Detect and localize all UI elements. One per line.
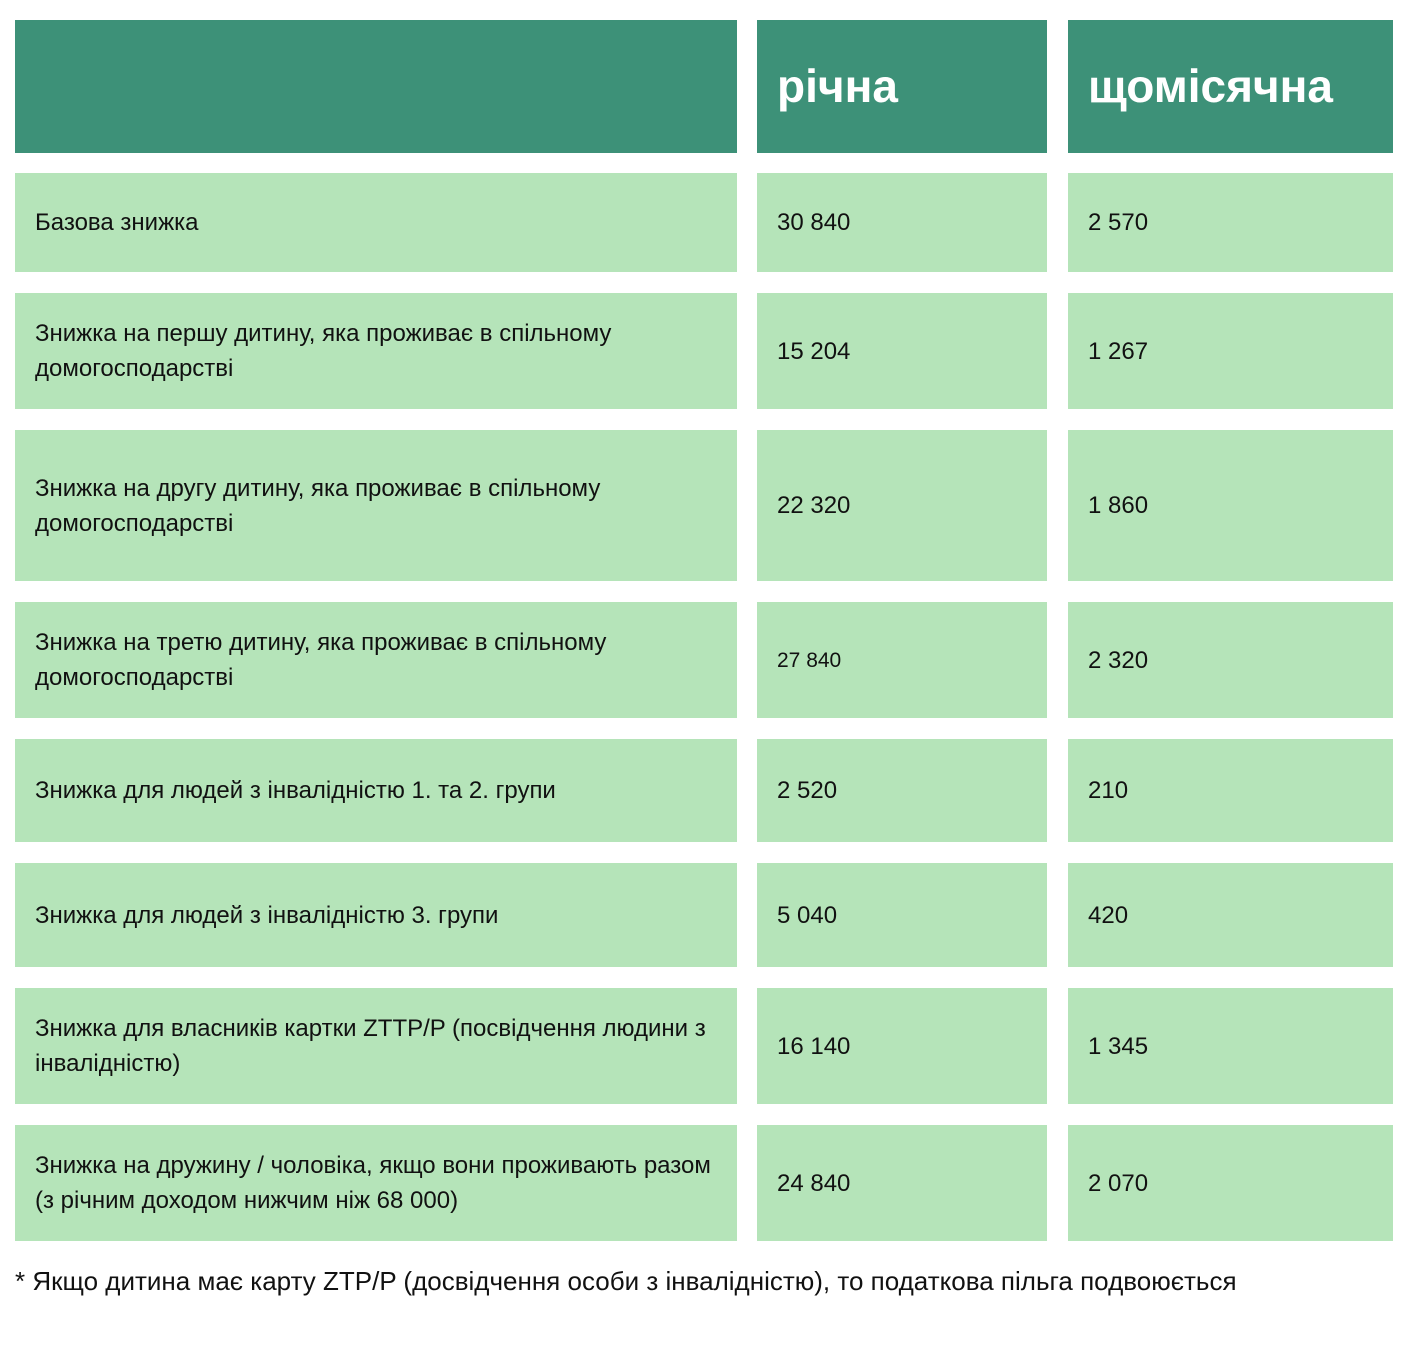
row-label: Знижка на першу дитину, яка проживає в с… (15, 293, 737, 409)
row-monthly: 210 (1068, 739, 1393, 842)
row-annual: 22 320 (757, 430, 1047, 581)
footnote: * Якщо дитина має карту ZTP/P (досвідчен… (15, 1266, 1237, 1296)
row-label: Знижка на третю дитину, яка проживає в с… (15, 602, 737, 718)
row-monthly: 2 570 (1068, 173, 1393, 272)
row-annual: 24 840 (757, 1125, 1047, 1241)
header-monthly: щомісячна (1068, 20, 1393, 153)
header-annual: річна (757, 20, 1047, 153)
row-annual: 16 140 (757, 988, 1047, 1104)
row-label: Знижка для власників картки ZTTP/P (посв… (15, 988, 737, 1104)
row-label: Базова знижка (15, 173, 737, 272)
row-annual: 27 840 (757, 602, 1047, 718)
row-monthly: 1 860 (1068, 430, 1393, 581)
row-annual: 2 520 (757, 739, 1047, 842)
row-monthly: 1 345 (1068, 988, 1393, 1104)
row-label: Знижка для людей з інвалідністю 1. та 2.… (15, 739, 737, 842)
row-label: Знижка на дружину / чоловіка, якщо вони … (15, 1125, 737, 1241)
row-label: Знижка для людей з інвалідністю 3. групи (15, 863, 737, 967)
header-cell-empty (15, 20, 737, 153)
row-label: Знижка на другу дитину, яка проживає в с… (15, 430, 737, 581)
row-monthly: 2 320 (1068, 602, 1393, 718)
row-monthly: 2 070 (1068, 1125, 1393, 1241)
row-annual: 5 040 (757, 863, 1047, 967)
row-annual: 30 840 (757, 173, 1047, 272)
row-monthly: 420 (1068, 863, 1393, 967)
row-annual: 15 204 (757, 293, 1047, 409)
row-monthly: 1 267 (1068, 293, 1393, 409)
